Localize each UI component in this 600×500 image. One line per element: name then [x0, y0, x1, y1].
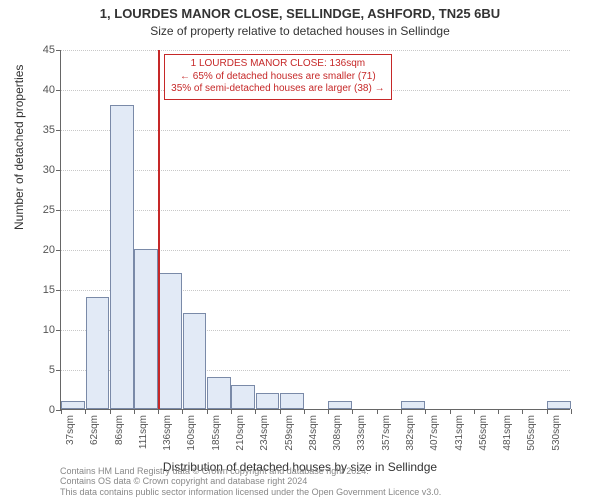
- grid-line: [61, 210, 570, 211]
- x-tick-label: 86sqm: [114, 415, 125, 445]
- annotation-box: 1 LOURDES MANOR CLOSE: 136sqm← 65% of de…: [164, 54, 391, 100]
- x-tick-label: 37sqm: [65, 415, 76, 445]
- histogram-bar: [158, 273, 182, 409]
- plot-area: 05101520253035404537sqm62sqm86sqm111sqm1…: [60, 50, 570, 410]
- x-tick-mark: [474, 409, 475, 414]
- y-tick-mark: [56, 250, 61, 251]
- x-tick-label: 210sqm: [235, 415, 246, 451]
- annotation-line: 1 LOURDES MANOR CLOSE: 136sqm: [171, 58, 384, 71]
- x-tick-label: 530sqm: [551, 415, 562, 451]
- x-tick-label: 407sqm: [429, 415, 440, 451]
- histogram-bar: [207, 377, 231, 409]
- x-tick-label: 185sqm: [211, 415, 222, 451]
- x-tick-mark: [231, 409, 232, 414]
- y-tick-mark: [56, 90, 61, 91]
- footer-line: This data contains public sector informa…: [60, 487, 441, 498]
- y-tick-label: 45: [25, 44, 55, 56]
- x-tick-mark: [425, 409, 426, 414]
- x-tick-label: 160sqm: [186, 415, 197, 451]
- histogram-bar: [547, 401, 571, 409]
- x-tick-mark: [304, 409, 305, 414]
- x-tick-mark: [182, 409, 183, 414]
- grid-line: [61, 50, 570, 51]
- x-tick-label: 62sqm: [89, 415, 100, 445]
- x-tick-mark: [498, 409, 499, 414]
- x-tick-mark: [280, 409, 281, 414]
- property-marker-line: [158, 50, 160, 409]
- x-tick-mark: [110, 409, 111, 414]
- x-tick-mark: [328, 409, 329, 414]
- x-tick-label: 136sqm: [162, 415, 173, 451]
- y-tick-label: 40: [25, 84, 55, 96]
- histogram-bar: [134, 249, 158, 409]
- x-tick-mark: [571, 409, 572, 414]
- x-tick-label: 357sqm: [381, 415, 392, 451]
- y-tick-mark: [56, 170, 61, 171]
- x-tick-label: 456sqm: [478, 415, 489, 451]
- histogram-bar: [256, 393, 280, 409]
- x-tick-label: 505sqm: [526, 415, 537, 451]
- x-tick-mark: [85, 409, 86, 414]
- y-tick-label: 35: [25, 124, 55, 136]
- annotation-line: ← 65% of detached houses are smaller (71…: [171, 71, 384, 84]
- y-tick-label: 0: [25, 404, 55, 416]
- histogram-bar: [328, 401, 352, 409]
- y-tick-mark: [56, 50, 61, 51]
- x-tick-mark: [401, 409, 402, 414]
- y-tick-label: 15: [25, 284, 55, 296]
- y-tick-mark: [56, 210, 61, 211]
- histogram-bar: [280, 393, 304, 409]
- y-tick-label: 25: [25, 204, 55, 216]
- x-tick-mark: [61, 409, 62, 414]
- chart-title-sub: Size of property relative to detached ho…: [0, 24, 600, 38]
- y-tick-label: 5: [25, 364, 55, 376]
- x-tick-mark: [450, 409, 451, 414]
- y-tick-mark: [56, 370, 61, 371]
- x-tick-label: 111sqm: [138, 415, 149, 449]
- footer-line: Contains OS data © Crown copyright and d…: [60, 476, 441, 487]
- x-tick-label: 259sqm: [284, 415, 295, 451]
- x-tick-mark: [522, 409, 523, 414]
- x-tick-mark: [207, 409, 208, 414]
- x-tick-label: 333sqm: [356, 415, 367, 451]
- footer-attribution: Contains HM Land Registry data © Crown c…: [60, 466, 441, 498]
- x-tick-mark: [158, 409, 159, 414]
- histogram-bar: [401, 401, 425, 409]
- histogram-bar: [231, 385, 255, 409]
- histogram-bar: [183, 313, 207, 409]
- x-tick-label: 382sqm: [405, 415, 416, 451]
- y-tick-label: 20: [25, 244, 55, 256]
- x-tick-mark: [547, 409, 548, 414]
- y-axis-title: Number of detached properties: [12, 65, 26, 230]
- x-tick-label: 308sqm: [332, 415, 343, 451]
- x-tick-mark: [377, 409, 378, 414]
- histogram-bar: [86, 297, 110, 409]
- y-tick-label: 10: [25, 324, 55, 336]
- y-tick-mark: [56, 290, 61, 291]
- x-tick-label: 284sqm: [308, 415, 319, 451]
- footer-line: Contains HM Land Registry data © Crown c…: [60, 466, 441, 477]
- x-tick-label: 481sqm: [502, 415, 513, 451]
- chart-container: 1, LOURDES MANOR CLOSE, SELLINDGE, ASHFO…: [0, 0, 600, 500]
- histogram-bar: [110, 105, 134, 409]
- chart-title-main: 1, LOURDES MANOR CLOSE, SELLINDGE, ASHFO…: [0, 6, 600, 21]
- x-tick-mark: [255, 409, 256, 414]
- y-tick-mark: [56, 330, 61, 331]
- x-tick-label: 234sqm: [259, 415, 270, 451]
- grid-line: [61, 170, 570, 171]
- x-tick-label: 431sqm: [454, 415, 465, 451]
- y-tick-mark: [56, 130, 61, 131]
- annotation-line: 35% of semi-detached houses are larger (…: [171, 83, 384, 96]
- x-tick-mark: [134, 409, 135, 414]
- y-tick-label: 30: [25, 164, 55, 176]
- x-tick-mark: [352, 409, 353, 414]
- grid-line: [61, 130, 570, 131]
- histogram-bar: [61, 401, 85, 409]
